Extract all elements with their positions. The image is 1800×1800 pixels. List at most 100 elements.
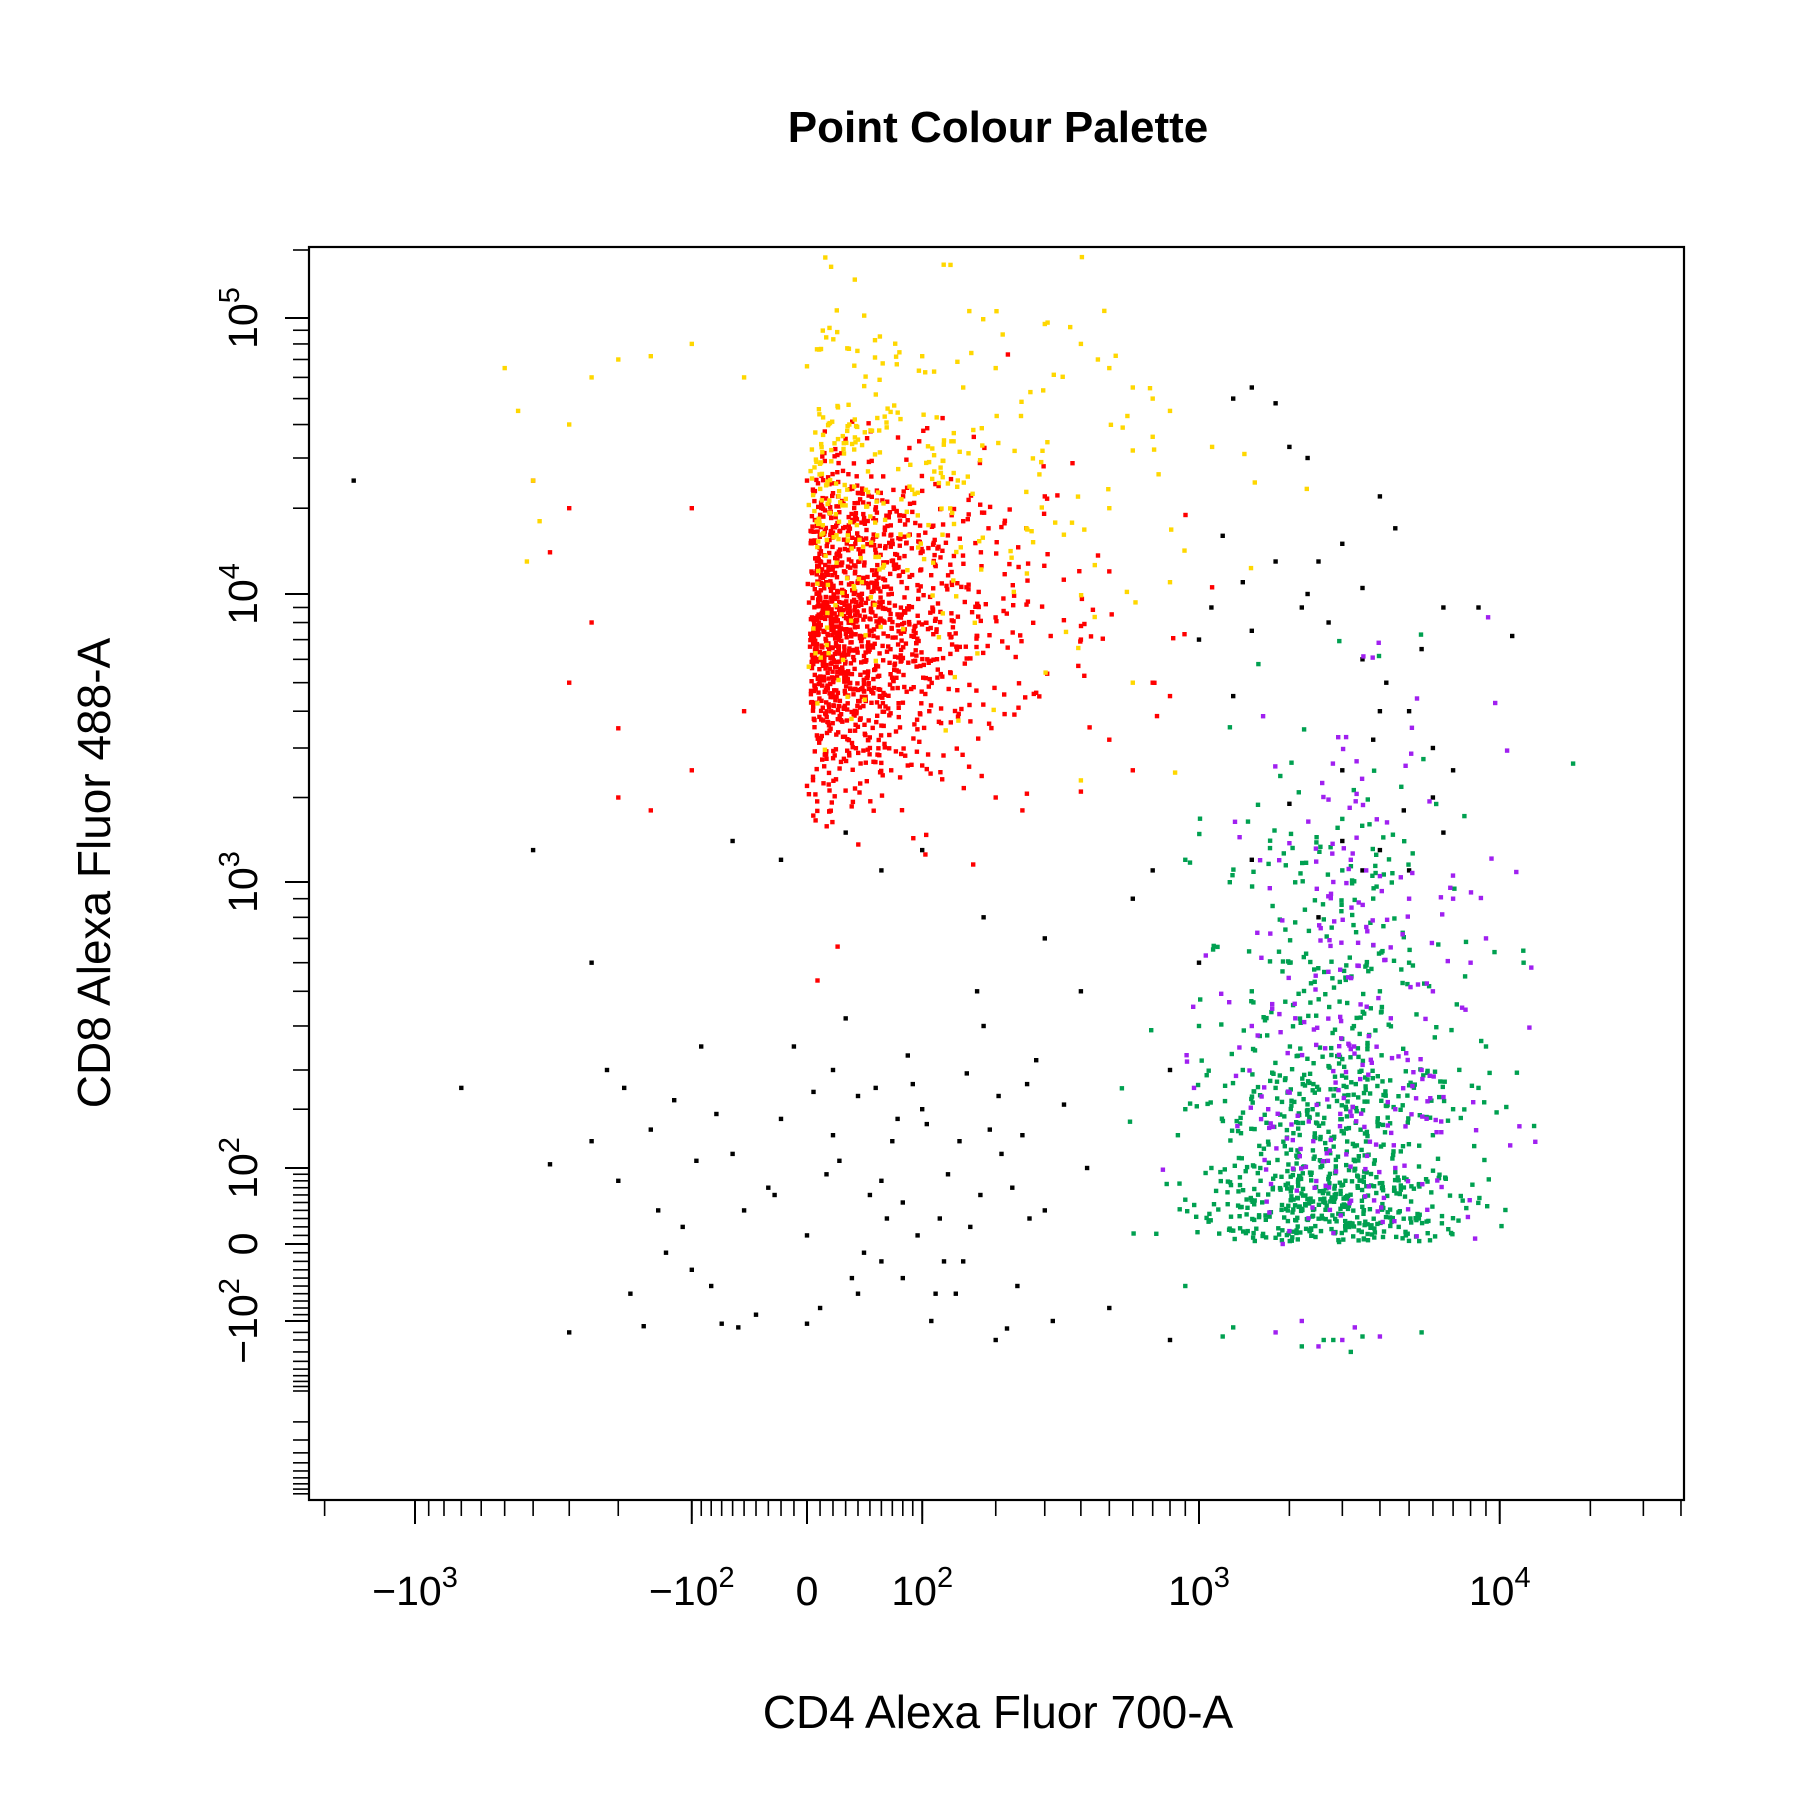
point — [1345, 1139, 1350, 1144]
point — [809, 679, 814, 684]
point — [1283, 863, 1288, 868]
point — [1363, 1219, 1368, 1224]
y-tick-label: 103 — [214, 851, 266, 913]
point — [1177, 1181, 1182, 1186]
point — [862, 614, 868, 619]
point — [900, 655, 906, 661]
point — [919, 473, 925, 479]
point — [1229, 1051, 1234, 1057]
point — [827, 550, 832, 556]
point — [832, 570, 838, 576]
point — [1237, 1121, 1243, 1126]
point — [870, 537, 876, 542]
point — [855, 424, 860, 430]
point — [1296, 1204, 1301, 1209]
point — [941, 1259, 947, 1264]
point — [978, 1192, 983, 1198]
point — [1472, 1143, 1477, 1149]
point — [959, 584, 964, 590]
point — [898, 416, 903, 422]
y-tick-label: −102 — [214, 1278, 266, 1364]
point — [1350, 912, 1355, 918]
point — [1438, 1079, 1443, 1084]
point — [836, 637, 842, 642]
point — [1024, 602, 1029, 607]
point — [845, 677, 850, 682]
point — [837, 510, 842, 515]
point — [815, 529, 820, 534]
x-tick-label: 103 — [1168, 1562, 1230, 1614]
point — [1263, 1213, 1268, 1218]
point — [936, 635, 942, 640]
point — [839, 638, 844, 643]
point — [830, 756, 836, 761]
point — [1257, 1143, 1262, 1149]
point — [1405, 1179, 1411, 1184]
point — [826, 704, 832, 710]
point — [1307, 1114, 1312, 1120]
point — [881, 560, 886, 565]
point — [820, 606, 825, 612]
point — [1311, 1081, 1316, 1087]
point — [938, 470, 944, 476]
point — [866, 633, 871, 638]
point — [881, 562, 887, 568]
point — [1249, 857, 1254, 862]
point — [1346, 1221, 1352, 1226]
point — [823, 553, 828, 558]
point — [913, 630, 918, 636]
point — [1351, 1044, 1357, 1049]
point — [1430, 1168, 1436, 1173]
point — [840, 560, 845, 565]
point — [1320, 1054, 1325, 1059]
point — [841, 451, 847, 456]
point — [1041, 464, 1046, 469]
point — [1450, 1107, 1456, 1112]
point — [1359, 1187, 1365, 1193]
point — [1279, 1099, 1285, 1105]
point — [809, 652, 815, 658]
point — [1340, 1056, 1345, 1062]
point — [1290, 1166, 1296, 1171]
point — [1076, 663, 1081, 669]
point — [844, 576, 850, 581]
point — [1367, 1139, 1373, 1144]
point — [905, 763, 910, 768]
point — [957, 536, 962, 541]
point — [901, 746, 906, 751]
point — [1380, 1234, 1386, 1240]
point — [818, 622, 823, 628]
point — [1060, 374, 1065, 379]
point — [893, 341, 898, 346]
point — [1076, 645, 1081, 651]
point — [1289, 1238, 1294, 1243]
point — [974, 636, 979, 641]
point — [830, 525, 835, 530]
point — [1425, 1099, 1430, 1104]
point — [1077, 569, 1082, 574]
point — [1410, 851, 1415, 856]
point — [1220, 1334, 1225, 1339]
point — [909, 762, 914, 767]
point — [923, 852, 928, 857]
point — [1237, 1182, 1243, 1188]
point — [823, 636, 828, 642]
point — [1375, 1221, 1380, 1227]
point — [1418, 1057, 1423, 1062]
point — [1252, 1186, 1257, 1192]
point — [825, 610, 830, 616]
point — [887, 746, 892, 751]
point — [973, 540, 978, 546]
point — [888, 672, 893, 677]
point — [1291, 1197, 1296, 1202]
point — [1363, 1087, 1368, 1093]
point — [827, 498, 832, 503]
point — [1341, 1237, 1346, 1242]
point — [825, 686, 830, 691]
point — [1285, 1186, 1290, 1191]
point — [1290, 845, 1295, 851]
point — [1245, 1228, 1250, 1234]
point — [810, 487, 816, 492]
point — [855, 348, 860, 354]
point — [891, 678, 896, 684]
